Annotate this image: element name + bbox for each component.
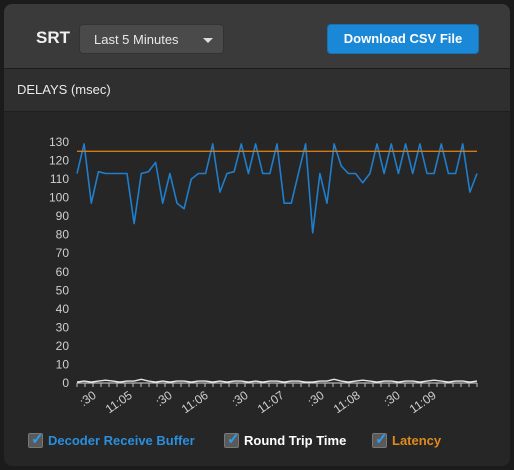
y-tick-label: 100 (49, 191, 69, 205)
section-title: DELAYS (msec) (17, 82, 111, 97)
panel-title: SRT (36, 28, 70, 47)
check-icon: ✓ (375, 431, 388, 448)
y-tick-label: 70 (56, 246, 70, 260)
toolbar: SRT Last 5 Minutes Download CSV File (4, 4, 510, 69)
y-tick-label: 130 (49, 135, 69, 149)
srt-panel: SRT Last 5 Minutes Download CSV File DEL… (4, 4, 510, 466)
x-axis: :30 11:05:30 11:06:30 11:07:30 11:08:30 11:09 (76, 382, 478, 416)
x-tick-label: 11:07 (255, 388, 287, 416)
caret-down-icon (203, 38, 213, 43)
checkbox-decoder-receive-buffer[interactable]: ✓ (28, 431, 44, 448)
legend: ✓ Decoder Receive Buffer ✓ Round Trip Ti… (28, 430, 508, 452)
y-tick-label: 110 (50, 172, 69, 186)
x-tick-label: 11:09 (407, 388, 439, 416)
x-tick-label: :30 (77, 388, 99, 409)
download-csv-button[interactable]: Download CSV File (327, 24, 479, 54)
checkbox-latency[interactable]: ✓ (372, 431, 388, 448)
y-tick-label: 50 (56, 283, 70, 297)
legend-label: Latency (392, 433, 442, 448)
legend-label: Decoder Receive Buffer (48, 433, 195, 448)
y-axis: 0 10 20 30 40 50 60 70 80 90 100 110 120 130 (49, 135, 69, 390)
y-tick-label: 60 (56, 265, 70, 279)
x-tick-label: :30 (153, 388, 175, 409)
chart-series (76, 143, 478, 383)
y-tick-label: 10 (56, 357, 70, 371)
x-tick-label: :30 (229, 388, 251, 409)
y-tick-label: 20 (56, 339, 70, 353)
y-tick-label: 120 (49, 154, 69, 168)
round-trip-time-line (76, 378, 478, 383)
checkbox-round-trip-time[interactable]: ✓ (224, 431, 240, 448)
y-tick-label: 40 (56, 302, 70, 316)
decoder-receive-buffer-line (76, 143, 478, 234)
check-icon: ✓ (227, 431, 240, 448)
x-tick-label: :30 (381, 388, 403, 409)
legend-label: Round Trip Time (244, 433, 347, 448)
x-tick-label: 11:08 (331, 388, 363, 416)
x-tick-label: :30 (305, 388, 327, 409)
y-tick-label: 80 (56, 228, 70, 242)
time-range-value: Last 5 Minutes (94, 32, 179, 47)
time-range-select[interactable]: Last 5 Minutes (79, 24, 224, 54)
section-header: DELAYS (msec) (4, 69, 510, 112)
y-tick-label: 30 (56, 320, 70, 334)
y-tick-label: 0 (62, 376, 69, 390)
y-tick-label: 90 (56, 209, 70, 223)
x-tick-label: 11:05 (103, 388, 135, 416)
x-tick-label: 11:06 (179, 388, 211, 416)
check-icon: ✓ (31, 431, 44, 448)
chart-area: 0 10 20 30 40 50 60 70 80 90 100 110 120 130 :30 11:05… (4, 112, 510, 466)
